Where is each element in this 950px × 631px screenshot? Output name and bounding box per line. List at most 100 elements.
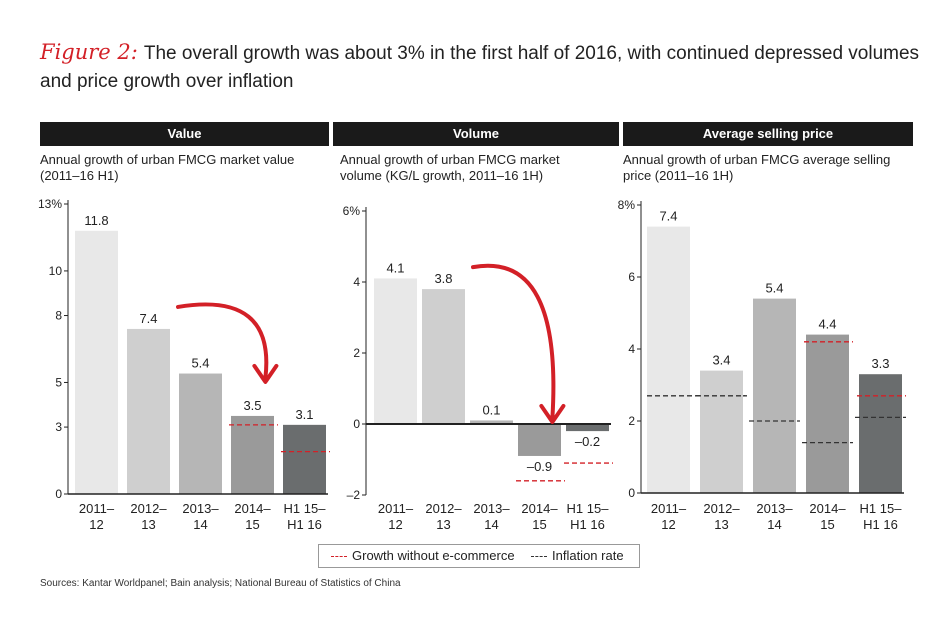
value-bar-value-label: 3.1 bbox=[295, 407, 313, 422]
volume-x-tick-label: 15 bbox=[532, 517, 546, 532]
panel-subtitle-price-line2: price (2011–16 1H) bbox=[623, 168, 734, 183]
panel-subtitle-value: Annual growth of urban FMCG market value… bbox=[40, 152, 294, 184]
price-x-tick-label: 13 bbox=[714, 517, 728, 532]
value-x-tick-label: 2013– bbox=[182, 501, 219, 516]
value-x-tick-label: H1 16 bbox=[287, 517, 322, 532]
value-y-tick-label: 5 bbox=[55, 375, 62, 389]
value-x-tick-label: 15 bbox=[245, 517, 259, 532]
source-note: Sources: Kantar Worldpanel; Bain analysi… bbox=[40, 578, 401, 589]
legend-item-growth-without-ecommerce: Growth without e-commerce bbox=[331, 545, 515, 567]
price-y-tick-label: 0 bbox=[628, 486, 635, 500]
panel-subtitle-volume-line1: Annual growth of urban FMCG market bbox=[340, 152, 560, 167]
value-y-tick-label: 10 bbox=[49, 264, 63, 278]
volume-x-tick-label: 2012– bbox=[425, 501, 462, 516]
price-y-tick-label: 2 bbox=[628, 414, 635, 428]
price-x-tick-label: 12 bbox=[661, 517, 675, 532]
panel-subtitle-value-line1: Annual growth of urban FMCG market value bbox=[40, 152, 295, 167]
volume-x-tick-label: 13 bbox=[436, 517, 450, 532]
volume-trend-arrow-head bbox=[539, 403, 566, 424]
panel-subtitle-price-line1: Annual growth of urban FMCG average sell… bbox=[623, 152, 891, 167]
value-x-tick-label: 13 bbox=[141, 517, 155, 532]
volume-x-tick-label: 2013– bbox=[473, 501, 510, 516]
volume-bar bbox=[566, 424, 609, 432]
volume-y-tick-label: 2 bbox=[353, 346, 360, 360]
price-x-tick-label: H1 16 bbox=[863, 517, 898, 532]
legend-item-inflation-rate: Inflation rate bbox=[531, 545, 624, 567]
volume-x-tick-label: H1 16 bbox=[570, 517, 605, 532]
price-bar-value-label: 3.4 bbox=[712, 353, 730, 368]
volume-bar bbox=[422, 289, 465, 424]
panel-header-volume: Volume bbox=[333, 122, 619, 146]
price-x-tick-label: 15 bbox=[820, 517, 834, 532]
panel-subtitle-value-line2: (2011–16 H1) bbox=[40, 168, 119, 183]
volume-trend-arrow bbox=[471, 263, 556, 420]
value-bar-value-label: 11.8 bbox=[84, 213, 108, 228]
price-bar bbox=[700, 370, 743, 493]
volume-bar bbox=[470, 420, 513, 424]
value-trend-arrow bbox=[176, 302, 269, 380]
value-bar bbox=[75, 230, 118, 494]
price-y-tick-label: 8% bbox=[618, 198, 636, 212]
volume-x-tick-label: 2014– bbox=[521, 501, 558, 516]
volume-bar bbox=[518, 424, 561, 456]
panel-subtitle-volume-line2: volume (KG/L growth, 2011–16 1H) bbox=[340, 168, 544, 183]
legend: Growth without e-commerce Inflation rate bbox=[318, 544, 640, 568]
volume-bar bbox=[374, 278, 417, 424]
price-x-tick-label: 2012– bbox=[703, 501, 740, 516]
value-trend-arrow-head bbox=[252, 363, 279, 384]
price-bar bbox=[859, 374, 902, 493]
price-bar-value-label: 7.4 bbox=[659, 209, 677, 224]
volume-x-tick-label: 14 bbox=[484, 517, 498, 532]
value-bar-value-label: 7.4 bbox=[139, 311, 157, 326]
panel-subtitle-volume: Annual growth of urban FMCG market volum… bbox=[340, 152, 560, 184]
figure-label: Figure 2: bbox=[40, 40, 138, 64]
volume-x-tick-label: 2011– bbox=[378, 501, 414, 516]
volume-y-tick-label: 0 bbox=[353, 417, 360, 431]
price-bar bbox=[647, 226, 690, 493]
volume-x-tick-label: 12 bbox=[388, 517, 402, 532]
value-bar-value-label: 5.4 bbox=[191, 356, 209, 371]
legend-red-dash-swatch bbox=[331, 556, 347, 558]
value-x-tick-label: 14 bbox=[193, 517, 207, 532]
price-x-tick-label: 2013– bbox=[756, 501, 793, 516]
volume-y-tick-label: –2 bbox=[347, 488, 361, 502]
legend-label-growth-without-ecommerce: Growth without e-commerce bbox=[352, 548, 515, 563]
price-bar-value-label: 3.3 bbox=[871, 356, 889, 371]
volume-y-tick-label: 6% bbox=[343, 204, 361, 218]
panel-header-price: Average selling price bbox=[623, 122, 913, 146]
value-y-tick-label: 0 bbox=[55, 487, 62, 501]
value-y-tick-label: 3 bbox=[55, 420, 62, 434]
value-x-tick-label: 12 bbox=[89, 517, 103, 532]
value-bar bbox=[127, 328, 170, 494]
value-x-tick-label: 2012– bbox=[130, 501, 167, 516]
volume-bar-value-label: 3.8 bbox=[434, 271, 452, 286]
figure-title: Figure 2: The overall growth was about 3%… bbox=[40, 38, 920, 96]
legend-black-dash-swatch bbox=[531, 556, 547, 558]
volume-bar-value-label: 0.1 bbox=[482, 402, 500, 417]
volume-x-tick-label: H1 15– bbox=[567, 501, 610, 516]
legend-label-inflation-rate: Inflation rate bbox=[552, 548, 624, 563]
price-x-tick-label: 2011– bbox=[651, 501, 687, 516]
volume-bar-value-label: –0.2 bbox=[575, 434, 600, 449]
volume-bar-value-label: –0.9 bbox=[527, 459, 552, 474]
volume-bar-value-label: 4.1 bbox=[386, 260, 404, 275]
price-bar-value-label: 4.4 bbox=[818, 317, 836, 332]
value-y-tick-label: 8 bbox=[55, 309, 62, 323]
price-bar bbox=[753, 298, 796, 493]
figure-title-text: The overall growth was about 3% in the f… bbox=[40, 43, 920, 92]
price-y-tick-label: 4 bbox=[628, 342, 635, 356]
panel-subtitle-price: Annual growth of urban FMCG average sell… bbox=[623, 152, 890, 184]
price-y-tick-label: 6 bbox=[628, 270, 635, 284]
value-x-tick-label: 2011– bbox=[79, 501, 115, 516]
value-y-tick-label: 13% bbox=[38, 197, 62, 211]
volume-y-tick-label: 4 bbox=[353, 275, 360, 289]
price-bar-value-label: 5.4 bbox=[765, 281, 783, 296]
panel-header-value: Value bbox=[40, 122, 329, 146]
price-x-tick-label: 14 bbox=[767, 517, 781, 532]
value-bar bbox=[231, 415, 274, 494]
value-bar bbox=[283, 424, 326, 494]
price-x-tick-label: 2014– bbox=[809, 501, 846, 516]
price-x-tick-label: H1 15– bbox=[860, 501, 903, 516]
value-bar-value-label: 3.5 bbox=[243, 398, 261, 413]
